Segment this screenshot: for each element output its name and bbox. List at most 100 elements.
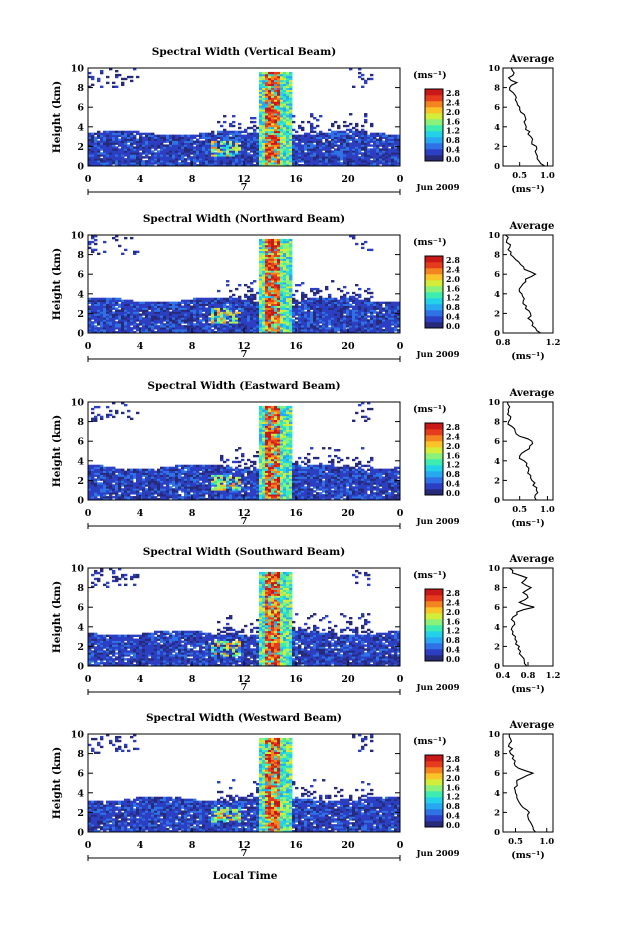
heatmap-cell [148,144,152,147]
heatmap-cell [304,140,308,143]
heatmap-cell [388,317,392,320]
heatmap-cell [304,313,308,316]
heatmap-cell [145,484,149,487]
heatmap-cell [337,152,341,155]
heatmap-cell [250,120,254,124]
heatmap-cell [265,89,269,92]
heatmap-cell [169,315,173,318]
heatmap-cell [160,319,164,322]
colorbar-tick-label: 0.0 [446,154,460,164]
heatmap-cell [115,492,119,495]
heatmap-cell [391,331,395,333]
heatmap-cell [223,160,227,163]
heatmap-cell [307,160,311,163]
heatmap-cell [130,484,134,487]
heatmap-cell [109,488,113,491]
heatmap-cell [274,113,278,116]
heatmap-cell [151,321,155,324]
heatmap-cell [121,472,125,475]
heatmap-cell [292,162,296,165]
heatmap-cell [394,315,398,318]
heatmap-cell [112,480,116,483]
heatmap-cell [109,148,113,151]
heatmap-cell [229,325,233,328]
heatmap-cell [271,303,275,306]
heatmap-cell [382,307,386,310]
heatmap-cell [232,327,236,330]
heatmap-cell [88,164,92,166]
heatmap-cell [265,297,269,301]
heatmap-cell [262,299,266,303]
heatmap-cell [385,144,389,147]
heatmap-cell [118,148,122,151]
heatmap-cell [208,317,212,320]
heatmap-cell [148,136,152,139]
heatmap-cell [88,478,92,481]
heatmap-cell [301,319,305,322]
heatmap-cell [247,295,251,299]
heatmap-cell [121,150,125,153]
heatmap-cell [364,315,368,318]
heatmap-cell [259,256,263,259]
heatmap-cell [358,164,362,166]
heatmap-cell [169,478,173,481]
heatmap-cell [265,272,269,275]
heatmap-cell [100,321,104,324]
heatmap-cell [340,142,344,145]
heatmap-cell [169,144,173,147]
heatmap-cell [388,313,392,316]
heatmap-cell [334,299,338,303]
heatmap-cell [226,284,230,287]
heatmap-cell [145,494,149,497]
heatmap-cell [271,282,275,285]
heatmap-cell [244,313,248,316]
heatmap-cell [295,327,299,330]
heatmap-cell [277,117,281,120]
heatmap-cell [217,120,221,124]
heatmap-cell [322,158,326,161]
heatmap-cell [283,242,287,246]
heatmap-cell [121,311,125,314]
heatmap-cell [100,313,104,316]
heatmap-cell [280,95,284,98]
colorbar-swatch [425,143,443,150]
heatmap-cell [160,494,164,497]
heatmap-cell [298,317,302,320]
heatmap-cell [121,490,125,493]
heatmap-cell [268,85,272,88]
heatmap-cell [355,154,359,157]
heatmap-cell [307,142,311,145]
colorbar-unit: (ms⁻¹) [413,70,447,81]
heatmap-cell [259,244,263,248]
heatmap-cell [271,91,275,94]
heatmap-cell [151,160,155,163]
heatmap-cell [178,301,182,304]
heatmap-cell [184,142,188,145]
heatmap-cell [172,331,176,333]
heatmap-cell [130,319,134,322]
heatmap-cell [232,158,236,161]
heatmap-cell [391,307,395,310]
heatmap-cell [187,319,191,322]
heatmap-cell [376,158,380,161]
heatmap-cell [331,164,335,166]
heatmap-cell [247,299,251,303]
heatmap-cell [160,309,164,312]
heatmap-cell [286,73,290,77]
heatmap-cell [91,490,95,493]
heatmap-cell [331,323,335,326]
heatmap-cell [307,329,311,332]
heatmap-cell [196,317,200,320]
heatmap-cell [160,468,164,471]
heatmap-cell [253,124,257,128]
heatmap-cell [106,156,110,159]
heatmap-cell [247,160,251,163]
heatmap-cell [319,140,323,143]
heatmap-cell [109,472,113,475]
heatmap-cell [130,132,134,136]
heatmap-cell [223,303,227,306]
heatmap-cell [94,468,98,471]
heatmap-cell [184,311,188,314]
heatmap-cell [274,103,278,106]
heatmap-cell [163,150,167,153]
